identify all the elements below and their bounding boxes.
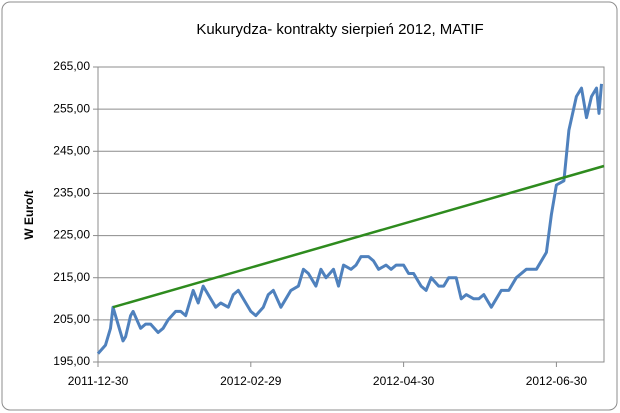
y-tick-label: 245,00 [53, 143, 90, 157]
y-tick-label: 235,00 [53, 186, 90, 200]
y-tick-label: 255,00 [53, 101, 90, 115]
y-tick-label: 225,00 [53, 228, 90, 242]
chart-title: Kukurydza- kontrakty sierpień 2012, MATI… [196, 21, 483, 38]
price-line [96, 83, 603, 355]
x-tick-label: 2012-04-30 [373, 374, 435, 388]
trend-line [112, 164, 605, 309]
x-tick-label: 2012-06-30 [526, 374, 588, 388]
x-tick-label: 2012-02-29 [220, 374, 282, 388]
y-axis-label: W Euro/t [22, 190, 36, 239]
y-tick-label: 215,00 [53, 270, 90, 284]
y-tick-label: 265,00 [53, 59, 90, 73]
y-tick-label: 195,00 [53, 354, 90, 368]
y-tick-label: 205,00 [53, 312, 90, 326]
x-tick-label: 2011-12-30 [68, 374, 129, 388]
